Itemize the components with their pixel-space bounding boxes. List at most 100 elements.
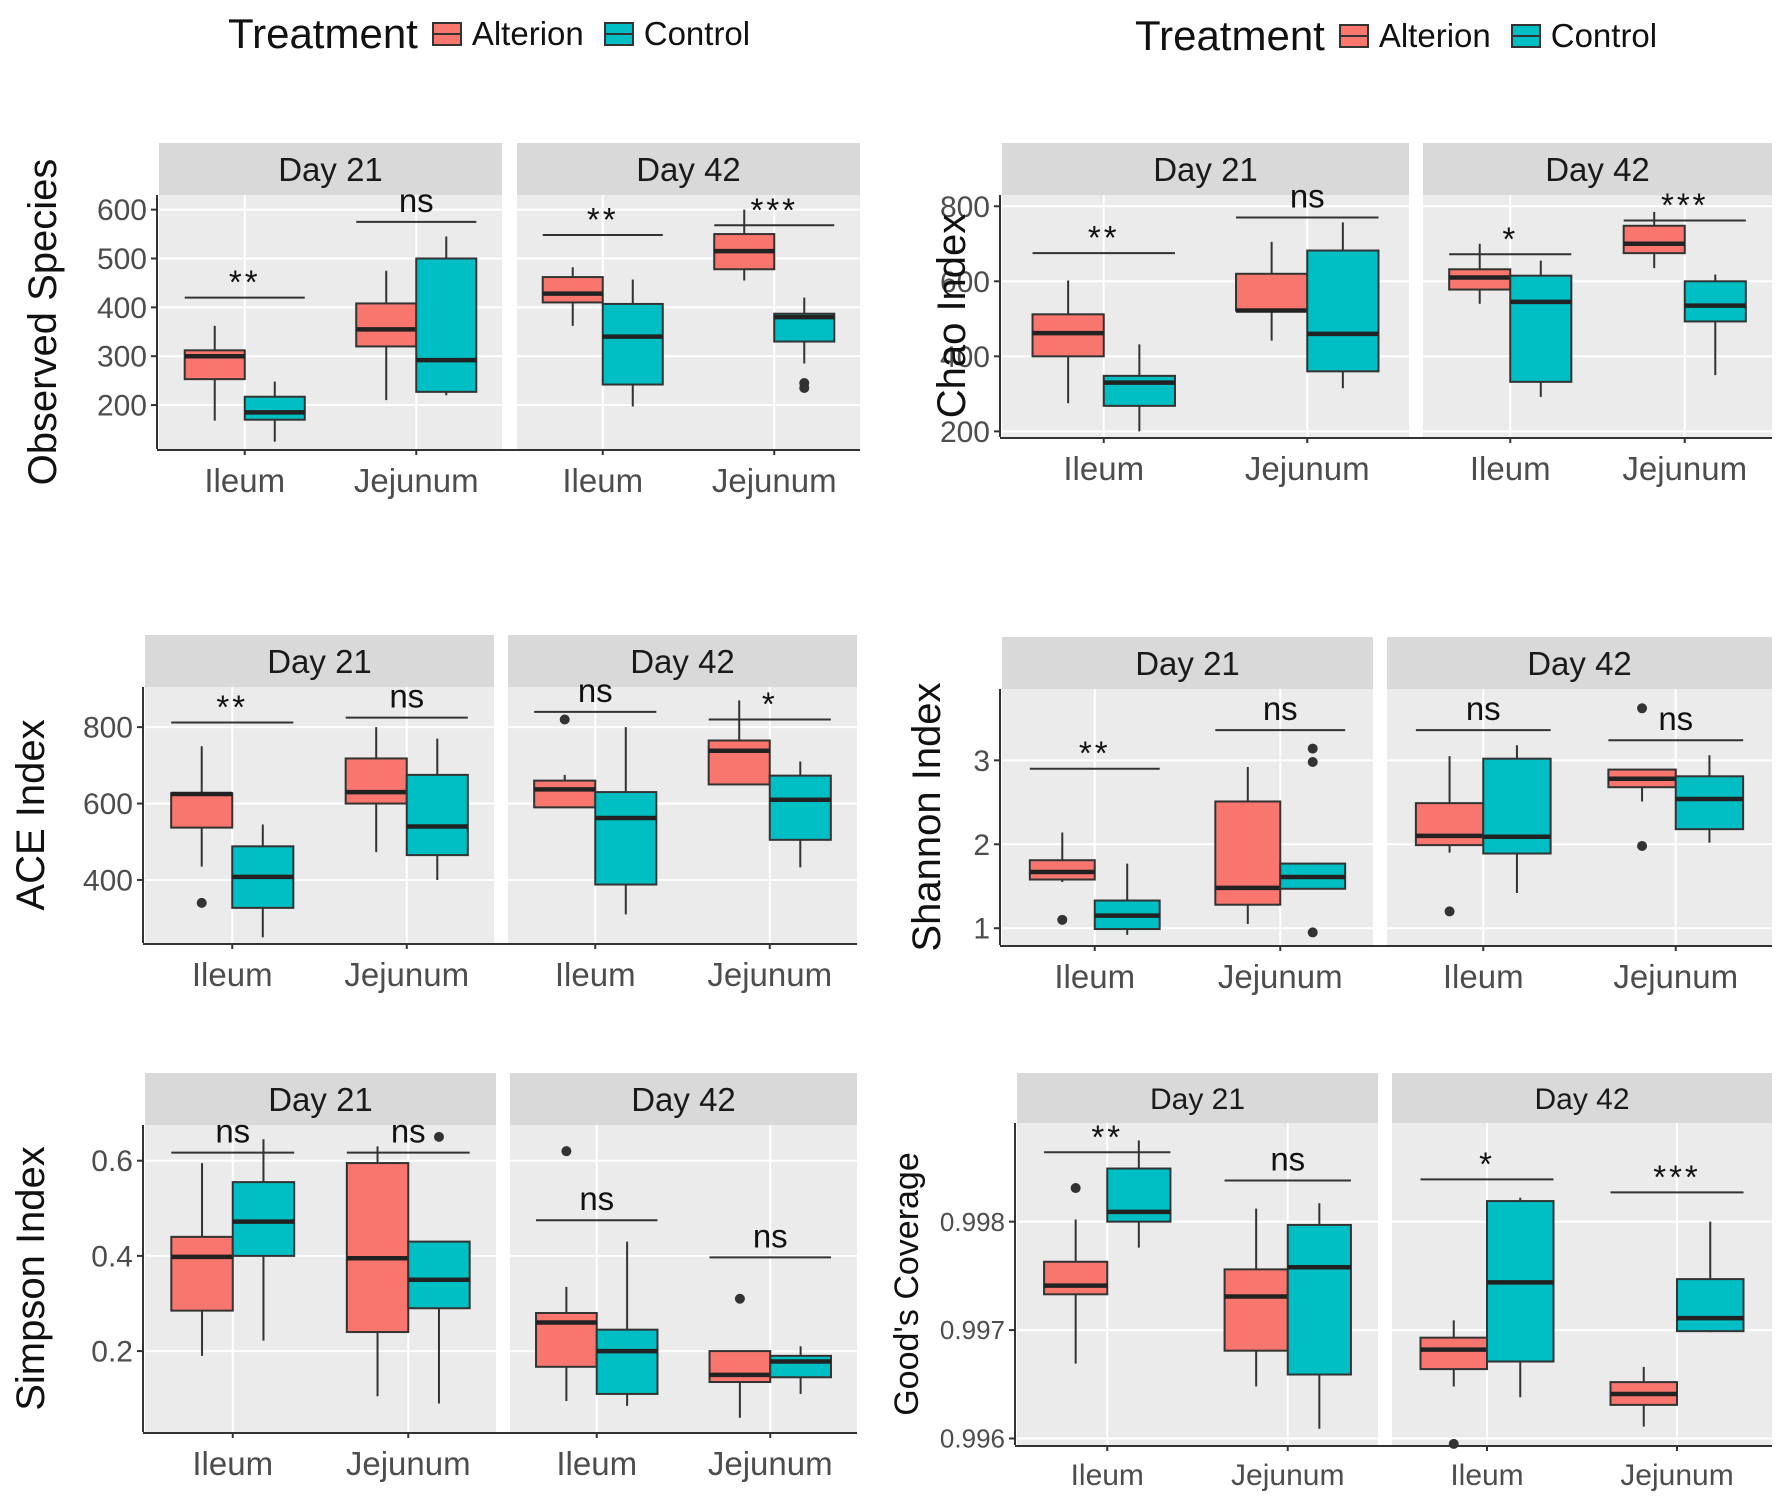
y-tick-label: 2 — [973, 829, 990, 862]
box-alterion-jejunum — [1609, 1366, 1678, 1427]
y-axis-label: Shannon Index — [905, 682, 949, 951]
significance-label: ns — [578, 672, 613, 709]
x-tick-label: Jejunum — [1622, 450, 1747, 487]
facet-panel: Day 21 ** ns Ileum Jejunum — [1002, 637, 1373, 995]
legend-title: Treatment — [1135, 12, 1325, 59]
x-tick-label: Ileum — [1063, 450, 1144, 487]
significance-label: ns — [1290, 178, 1325, 215]
x-tick-label: Jejunum — [708, 1445, 833, 1482]
x-tick-label: Ileum — [1450, 1459, 1523, 1492]
significance-label: ** — [216, 689, 248, 726]
significance-label: *** — [1661, 187, 1709, 224]
outlier-point — [1444, 906, 1455, 917]
box-body — [1043, 1260, 1109, 1296]
x-tick-label: Jejunum — [707, 956, 832, 993]
box-body — [231, 1181, 296, 1257]
outlier-point — [433, 1131, 444, 1142]
y-tick-label: 0.998 — [940, 1207, 1005, 1237]
shannon-index-chart: Day 21 ** ns Ileum Jejunum Day 42 ns ns Ileum Jej… — [905, 637, 1772, 995]
facet-label: Day 42 — [636, 151, 741, 188]
facet-strip — [508, 635, 857, 687]
box-body — [355, 302, 418, 348]
box-control-ileum — [243, 381, 306, 442]
y-axis-label: ACE Index — [9, 719, 53, 910]
significance-label: ns — [1263, 690, 1298, 727]
box-control-ileum — [601, 279, 664, 407]
x-tick-label: Jejunum — [344, 956, 469, 993]
significance-label: ** — [229, 264, 261, 301]
box-control-jejunum — [415, 236, 478, 396]
box-control-jejunum — [1306, 222, 1380, 389]
box-body — [1031, 313, 1105, 358]
box-alterion-ileum — [533, 714, 597, 809]
x-tick-label: Ileum — [555, 956, 636, 993]
box-body — [345, 1162, 410, 1334]
legend-label-control: Control — [643, 15, 751, 52]
facet-label: Day 21 — [1150, 1083, 1245, 1116]
significance-label: ns — [399, 182, 434, 219]
legend-key-control — [603, 22, 634, 46]
facet-panel: Day 21 ** ns Ileum Jejunum — [145, 635, 494, 993]
box-body — [1509, 274, 1573, 383]
box-body — [405, 773, 469, 857]
x-tick-label: Jejunum — [1218, 958, 1343, 995]
box-alterion-ileum — [170, 1163, 234, 1356]
y-tick-label: 400 — [940, 341, 990, 374]
box-alterion-jejunum — [1214, 767, 1282, 925]
significance-label: ** — [1091, 1118, 1123, 1155]
x-tick-label: Jejunum — [1231, 1459, 1344, 1492]
legend-right: Treatment Alterion Control — [1135, 12, 1677, 60]
facet-label: Day 42 — [630, 643, 735, 680]
box-alterion-ileum — [1043, 1183, 1109, 1364]
box-alterion-ileum — [541, 267, 604, 326]
facet-strip — [1002, 637, 1373, 689]
box-alterion-jejunum — [713, 209, 776, 281]
significance-label: ns — [753, 1217, 788, 1254]
box-body — [533, 779, 597, 809]
box-body — [1102, 374, 1176, 407]
outlier-point — [196, 897, 207, 908]
y-axis-label: Good's Coverage — [888, 1152, 926, 1416]
box-body — [407, 1240, 471, 1310]
significance-label: ** — [1088, 219, 1120, 256]
x-tick-label: Ileum — [1470, 450, 1551, 487]
y-tick-label: 600 — [97, 194, 147, 227]
facet-label: Day 42 — [1527, 645, 1632, 682]
box-body — [1676, 1278, 1745, 1333]
facet-panel: Day 42 ns * Ileum Jejunum — [508, 635, 857, 993]
y-tick-label: 200 — [940, 416, 990, 449]
legend-label-alterion: Alterion — [1378, 17, 1491, 54]
box-body — [1235, 272, 1309, 312]
box-body — [1683, 280, 1747, 323]
box-body — [1482, 757, 1552, 855]
box-control-jejunum — [1674, 755, 1745, 843]
facet-strip — [1017, 1073, 1378, 1123]
box-control-ileum — [595, 1241, 659, 1406]
simpson-index-chart: Day 21 ns ns Ileum Jejunum Day 42 ns ns Ileum Jej… — [9, 1073, 857, 1482]
facet-label: Day 42 — [1534, 1083, 1629, 1116]
significance-label: ns — [579, 1180, 614, 1217]
outlier-point — [1307, 743, 1318, 754]
y-tick-label: 600 — [940, 266, 990, 299]
box-body — [595, 1328, 659, 1395]
significance-label: ns — [1658, 700, 1693, 737]
y-axis-label: Observed Species — [21, 159, 65, 486]
box-alterion-jejunum — [344, 727, 408, 853]
y-tick-label: 0.997 — [940, 1315, 1005, 1345]
facet-strip — [1423, 143, 1772, 195]
facet-strip — [1392, 1073, 1772, 1123]
y-tick-label: 0.2 — [91, 1336, 133, 1369]
facet-strip — [1387, 637, 1772, 689]
x-tick-label: Jejunum — [1620, 1459, 1733, 1492]
x-tick-label: Ileum — [192, 956, 273, 993]
box-control-jejunum — [1279, 743, 1347, 938]
y-tick-label: 0.996 — [940, 1424, 1005, 1454]
y-tick-label: 400 — [83, 864, 133, 897]
box-alterion-jejunum — [345, 1146, 410, 1397]
facet-label: Day 21 — [267, 643, 372, 680]
x-tick-label: Jejunum — [346, 1445, 471, 1482]
box-alterion-jejunum — [355, 270, 418, 401]
outlier-point — [1307, 757, 1318, 768]
